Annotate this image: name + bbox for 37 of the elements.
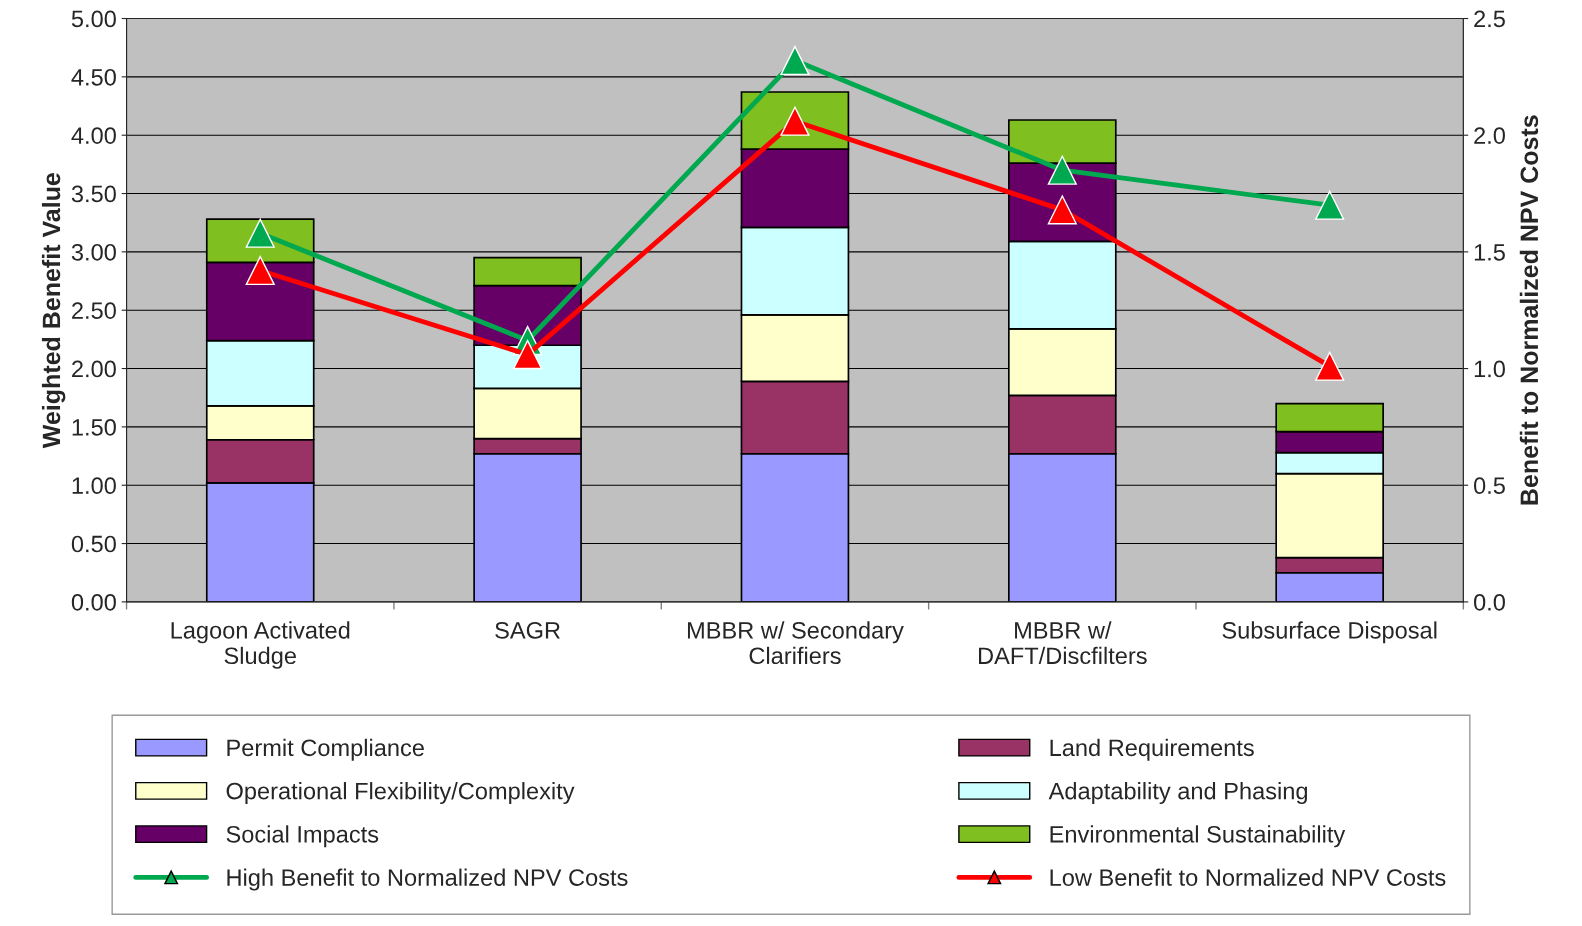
y-axis-title: Weighted Benefit Value — [41, 173, 66, 449]
y-tick-label: 0.50 — [71, 535, 116, 553]
legend-label: Environmental Sustainability — [1050, 825, 1346, 848]
legend-label: Land Requirements — [1050, 738, 1254, 761]
y2-tick-label: 0.0 — [1473, 593, 1505, 611]
y2-tick-label: 2.5 — [1474, 10, 1505, 28]
legend-label: High Benefit to Normalized NPV Costs — [227, 868, 628, 891]
y-tick-label: 4.00 — [71, 127, 116, 144]
point — [1315, 351, 1345, 381]
legend-label: Social Impacts — [226, 825, 379, 848]
y-tick-label: 4.50 — [71, 68, 116, 86]
x-tick-label: MBBR w/ Secondary Clarifiers — [687, 621, 904, 665]
y2-tick-label: 1.5 — [1474, 244, 1505, 261]
y2-tick-label: 2.0 — [1474, 127, 1505, 144]
legend-label: Low Benefit to Normalized NPV Costs — [1050, 868, 1446, 886]
y2-axis-title: Benefit to Normalized NPV Costs — [1519, 115, 1539, 505]
x-tick-label: Lagoon Activated Sludge — [171, 621, 350, 669]
y-tick-label: 5.00 — [71, 10, 116, 28]
point — [245, 255, 275, 286]
y-tick-label: 2.00 — [72, 360, 116, 378]
legend-label: Operational Flexibility/Complexity — [226, 782, 575, 805]
y-tick-label: 2.50 — [72, 302, 116, 319]
point — [1047, 155, 1077, 185]
legend-label: Permit Compliance — [227, 738, 424, 761]
y-tick-label: 1.50 — [72, 418, 116, 436]
y2-tick-label: 1.0 — [1474, 360, 1505, 378]
y-tick-label: 3.50 — [71, 185, 116, 203]
y-tick-label: 1.00 — [72, 477, 116, 495]
point — [1315, 190, 1345, 220]
x-tick-label: MBBR w/ DAFT/Discfilters — [978, 621, 1147, 665]
y-tick-label: 0.00 — [71, 593, 116, 611]
point — [780, 45, 810, 76]
x-tick-label: Subsurface Disposal — [1222, 621, 1437, 644]
x-tick-label: SAGR — [495, 621, 560, 639]
y-tick-label: 3.00 — [71, 243, 116, 261]
y2-tick-label: 0.5 — [1473, 477, 1505, 495]
legend-label: Adaptability and Phasing — [1048, 782, 1308, 805]
